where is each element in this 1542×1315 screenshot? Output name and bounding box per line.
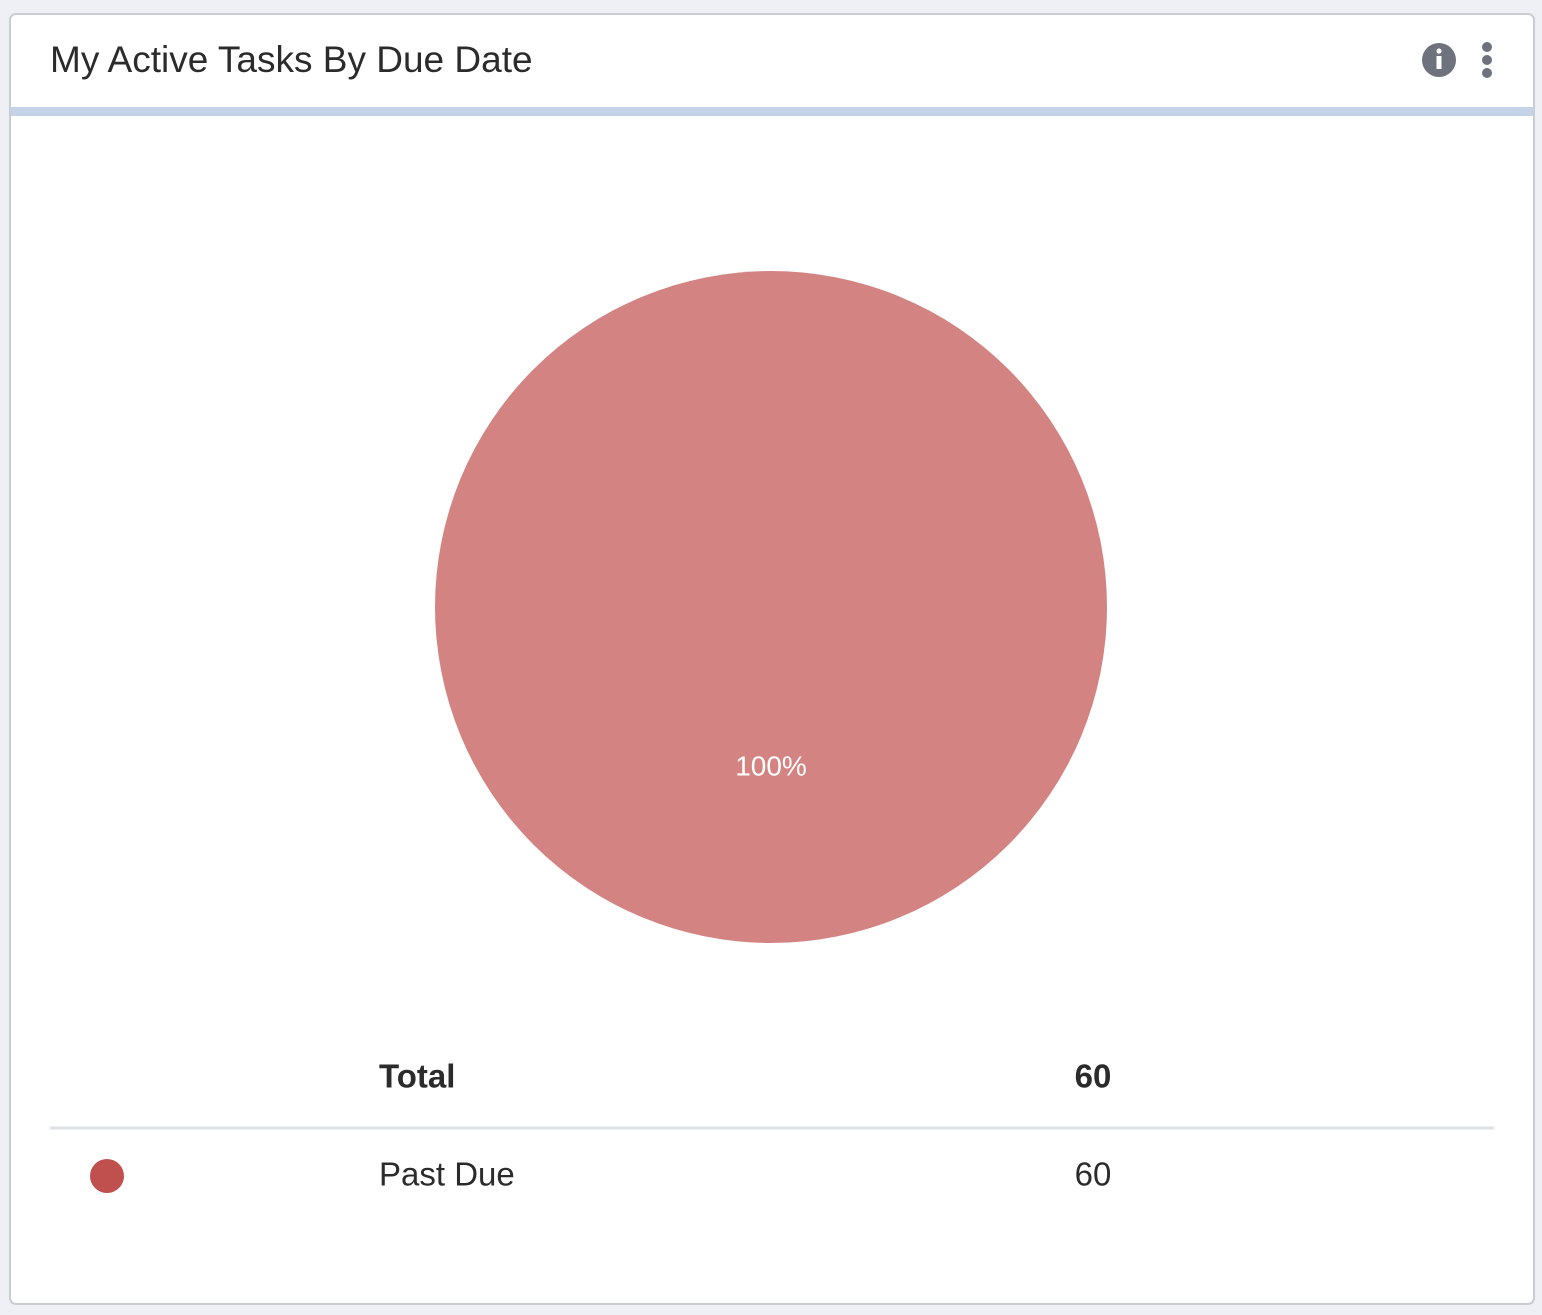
- slice-label: 100%: [735, 751, 807, 782]
- legend-dot: [90, 1159, 124, 1193]
- menu-button[interactable]: [1482, 42, 1492, 78]
- info-button[interactable]: [1422, 43, 1456, 77]
- total-value: 60: [1075, 1058, 1112, 1095]
- widget-title: My Active Tasks By Due Date: [50, 39, 533, 80]
- menu-dot: [1482, 68, 1492, 78]
- total-label: Total: [379, 1058, 455, 1095]
- info-stem: [1436, 56, 1442, 69]
- header-bar: [11, 107, 1533, 116]
- row-value: 60: [1075, 1156, 1112, 1193]
- menu-dot: [1482, 42, 1492, 52]
- row-name: Past Due: [379, 1156, 515, 1193]
- menu-dot: [1482, 55, 1492, 65]
- info-dot: [1436, 48, 1442, 54]
- pie-slice: [435, 271, 1107, 943]
